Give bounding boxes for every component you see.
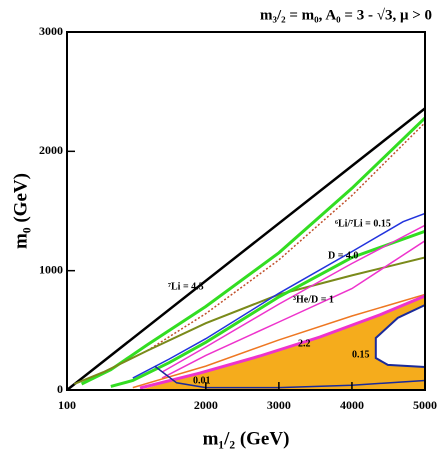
- line: [110, 229, 425, 388]
- annotation: 2.2: [298, 338, 311, 349]
- line: [161, 240, 425, 379]
- annotation: D = 4.0: [328, 250, 358, 261]
- annotation: ⁷Li = 4.3: [168, 281, 204, 292]
- x-tick-label: 2000: [194, 398, 218, 412]
- y-tick-label: 2000: [39, 143, 63, 157]
- line: [132, 293, 425, 389]
- plot-area: [67, 107, 425, 390]
- x-tick-label: 4000: [340, 398, 364, 412]
- y-tick-label: 1000: [39, 262, 63, 276]
- line: [132, 212, 425, 379]
- area: [140, 296, 425, 390]
- annotation: 0.01: [193, 375, 211, 386]
- y-tick-label: 3000: [39, 24, 63, 38]
- line: [374, 304, 425, 368]
- x-tick-label: 5000: [413, 398, 437, 412]
- line: [161, 224, 425, 373]
- line: [154, 365, 425, 389]
- plot-frame: [66, 31, 426, 391]
- annotation: ⁶Li/⁷Li = 0.15: [335, 218, 391, 229]
- x-axis-label: m₁/₂ (GeV): [203, 428, 290, 449]
- line: [73, 256, 425, 385]
- line: [67, 107, 425, 390]
- annotation: 0.15: [352, 349, 370, 360]
- y-tick-label: 0: [57, 382, 63, 396]
- y-axis-label: m₀ (GeV): [10, 173, 31, 249]
- annotation: ³He/D = 1: [293, 294, 334, 305]
- x-tick-label: 3000: [267, 398, 291, 412]
- chart-title: m₃/₂ = m₀, A₀ = 3 - √3, μ > 0: [260, 7, 432, 23]
- x-tick-label: 100: [58, 398, 76, 412]
- line: [139, 294, 425, 390]
- line: [80, 116, 425, 386]
